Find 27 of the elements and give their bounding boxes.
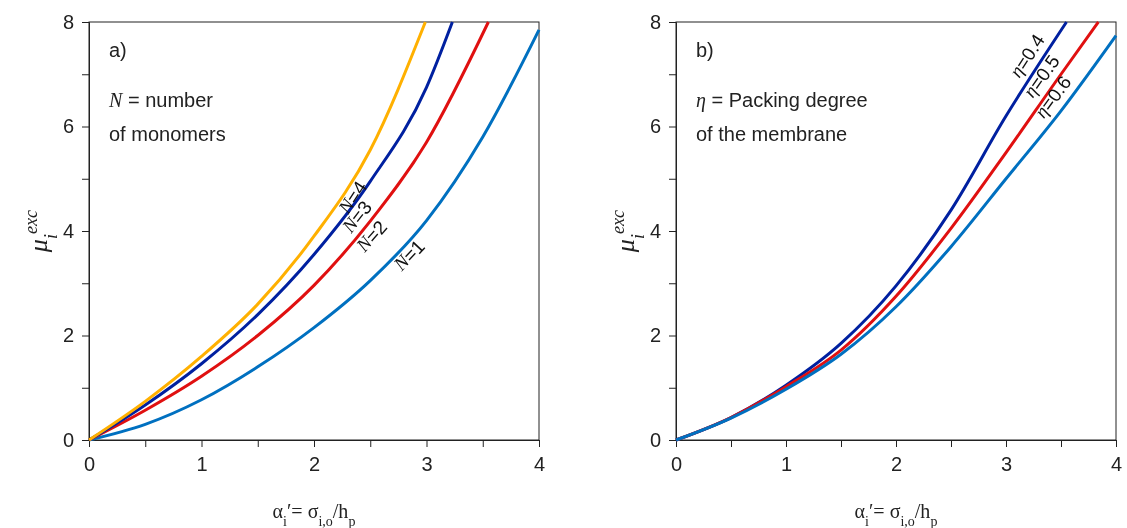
y-tick-label: 4	[649, 219, 661, 242]
x-tick-label: 3	[421, 453, 433, 476]
y-tick-label: 6	[62, 115, 74, 138]
annotation: a)	[109, 39, 127, 61]
annotation: N = number of monomers	[108, 89, 226, 145]
y-tick-label: 6	[649, 115, 661, 138]
y-tick-label: 8	[649, 10, 661, 33]
y-tick-label: 4	[62, 219, 74, 242]
x-tick-label: 2	[890, 453, 903, 476]
y-tick-label: 2	[649, 324, 661, 347]
x-axis-title: α$_{i}$′= σ$_{i,o}$/h$_{p}$	[854, 500, 938, 528]
x-tick-label: 4	[533, 453, 546, 476]
y-tick-label: 2	[62, 324, 74, 347]
x-tick-label: 0	[670, 453, 683, 476]
x-tick-label: 4	[1110, 453, 1123, 476]
y-tick-label: 8	[62, 10, 74, 33]
y-tick-label: 0	[649, 428, 661, 451]
y-tick-label: 0	[62, 428, 74, 451]
x-tick-label: 3	[1000, 453, 1013, 476]
x-tick-label: 0	[83, 453, 96, 476]
x-tick-label: 1	[780, 453, 793, 476]
x-axis-title: α$_{i}$′= σ$_{i,o}$/h$_{p}$	[272, 500, 356, 528]
x-tick-label: 2	[308, 453, 321, 476]
x-tick-label: 1	[196, 453, 208, 476]
annotation: b)	[696, 39, 714, 61]
text: N=1	[388, 235, 429, 276]
annotation: η = Packing degree of the membrane	[696, 89, 868, 145]
